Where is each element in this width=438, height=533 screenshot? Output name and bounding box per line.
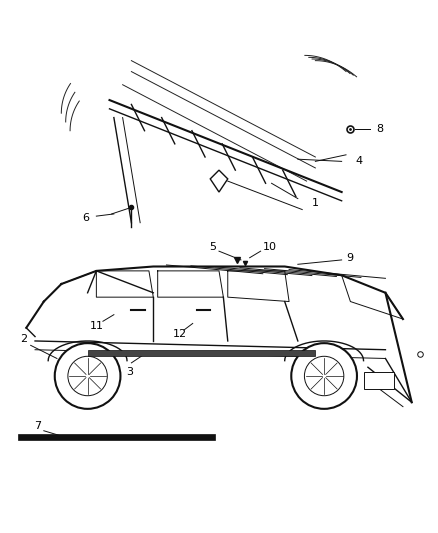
Text: 4: 4 bbox=[356, 156, 363, 166]
FancyBboxPatch shape bbox=[18, 434, 215, 440]
FancyBboxPatch shape bbox=[88, 350, 315, 356]
Text: 7: 7 bbox=[34, 422, 41, 431]
Text: 6: 6 bbox=[82, 213, 89, 223]
Text: 1: 1 bbox=[312, 198, 319, 208]
FancyBboxPatch shape bbox=[364, 372, 394, 389]
Circle shape bbox=[55, 343, 120, 409]
Text: 2: 2 bbox=[21, 334, 28, 344]
Text: 8: 8 bbox=[377, 124, 384, 134]
Text: 12: 12 bbox=[173, 329, 187, 340]
Text: 3: 3 bbox=[126, 367, 133, 377]
Text: 9: 9 bbox=[346, 253, 353, 263]
Circle shape bbox=[68, 356, 107, 395]
Text: 11: 11 bbox=[89, 321, 103, 330]
Circle shape bbox=[291, 343, 357, 409]
Circle shape bbox=[304, 356, 344, 395]
Text: 5: 5 bbox=[209, 242, 216, 252]
Text: 10: 10 bbox=[262, 242, 276, 252]
Polygon shape bbox=[210, 170, 228, 192]
